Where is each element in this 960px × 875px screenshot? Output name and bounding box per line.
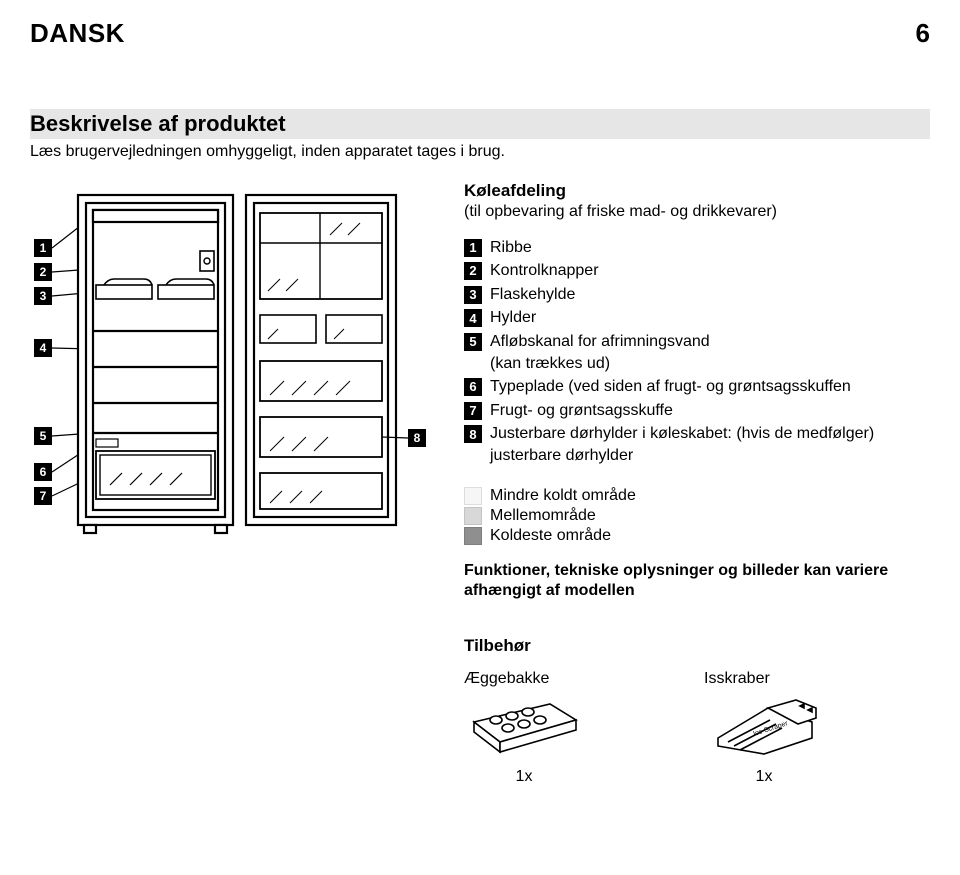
item-text: Hylder (490, 307, 930, 329)
list-item: 7 Frugt- og grøntsagsskuffe (464, 400, 930, 422)
number-box: 7 (464, 402, 482, 420)
list-item: 2 Kontrolknapper (464, 260, 930, 282)
item-text: Ribbe (490, 237, 930, 259)
zone-swatch (464, 507, 482, 525)
zone-label: Mindre koldt område (490, 487, 636, 505)
zone-label: Mellemområde (490, 507, 596, 525)
accessory-label: Isskraber (704, 670, 824, 688)
zone-item: Mellemområde (464, 507, 930, 525)
eggtray-icon (464, 694, 584, 764)
list-item: 6 Typeplade (ved siden af frugt- og grønt… (464, 376, 930, 398)
item-subtext: (kan trækkes ud) (464, 353, 930, 375)
section-subtitle: Læs brugervejledningen omhyggeligt, inde… (30, 142, 930, 163)
function-note: Funktioner, tekniske oplysninger og bill… (464, 561, 930, 603)
scraper-icon: Ice Scraper (704, 694, 824, 764)
accessory-label: Æggebakke (464, 670, 584, 688)
item-text: Afløbskanal for afrimningsvand (490, 331, 930, 353)
number-box: 6 (464, 378, 482, 396)
svg-text:2: 2 (40, 265, 47, 279)
number-box: 3 (464, 286, 482, 304)
fridge-diagram: 1 2 3 4 5 6 7 (30, 189, 440, 589)
accessory-qty: 1x (464, 768, 584, 786)
accessory-scraper: Isskraber Ice Scraper 1x (704, 670, 824, 786)
accessories-row: Æggebakke 1x (464, 670, 930, 786)
list-item: 3 Flaskehylde (464, 284, 930, 306)
zone-list: Mindre koldt område Mellemområde Koldeste … (464, 487, 930, 545)
item-text: Justerbare dørhylder i køleskabet: (hvis… (490, 423, 930, 466)
diagram-column: 1 2 3 4 5 6 7 (30, 181, 450, 786)
accessory-eggtray: Æggebakke 1x (464, 670, 584, 786)
number-box: 1 (464, 239, 482, 257)
svg-text:8: 8 (414, 431, 421, 445)
compartment-heading: Køleafdeling (464, 181, 930, 201)
zone-swatch (464, 527, 482, 545)
number-box: 5 (464, 333, 482, 351)
zone-item: Mindre koldt område (464, 487, 930, 505)
parts-list: 1 Ribbe 2 Kontrolknapper 3 Flaskehylde 4 Hylder… (464, 237, 930, 467)
accessories-title: Tilbehør (464, 636, 930, 656)
accessory-qty: 1x (704, 768, 824, 786)
svg-text:5: 5 (40, 429, 47, 443)
item-text: Flaskehylde (490, 284, 930, 306)
zone-item: Koldeste område (464, 527, 930, 545)
number-box: 2 (464, 262, 482, 280)
svg-text:7: 7 (40, 489, 47, 503)
page-number: 6 (916, 18, 930, 49)
section-title: Beskrivelse af produktet (30, 111, 286, 136)
number-box: 4 (464, 309, 482, 327)
header-lang: DANSK (30, 18, 125, 49)
item-text: Kontrolknapper (490, 260, 930, 282)
svg-text:3: 3 (40, 289, 47, 303)
item-text: Typeplade (ved siden af frugt- og grønts… (490, 376, 930, 398)
svg-text:6: 6 (40, 465, 47, 479)
section-bar: Beskrivelse af produktet (30, 109, 930, 139)
svg-text:4: 4 (40, 341, 47, 355)
zone-label: Koldeste område (490, 527, 611, 545)
svg-text:1: 1 (40, 241, 47, 255)
zone-swatch (464, 487, 482, 505)
item-text: Frugt- og grøntsagsskuffe (490, 400, 930, 422)
list-item: 8 Justerbare dørhylder i køleskabet: (hvi… (464, 423, 930, 466)
list-item: 1 Ribbe (464, 237, 930, 259)
list-item: 5 Afløbskanal for afrimningsvand (464, 331, 930, 353)
list-item: 4 Hylder (464, 307, 930, 329)
number-box: 8 (464, 425, 482, 443)
compartment-sub: (til opbevaring af friske mad- og drikke… (464, 202, 930, 223)
